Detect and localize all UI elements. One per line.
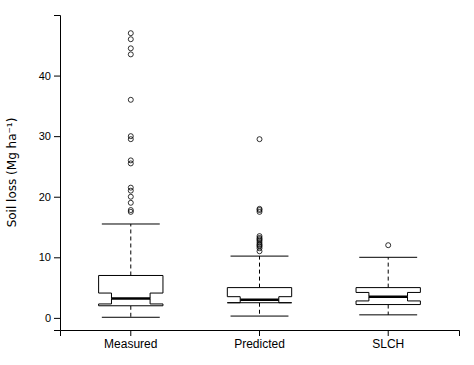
x-tick: Predicted (234, 330, 285, 351)
whisker-high (388, 257, 389, 287)
outlier (128, 200, 133, 205)
y-tick-mark (54, 136, 60, 137)
y-tick: 0 (45, 312, 60, 324)
whisker-high (259, 256, 260, 288)
outlier (386, 243, 391, 248)
x-tick-mark (130, 330, 131, 336)
outlier (128, 208, 133, 213)
y-tick-mark (54, 318, 60, 319)
x-tick-label: Measured (104, 337, 157, 351)
y-tick-label: 40 (39, 70, 51, 82)
x-axis-line (61, 331, 460, 337)
outlier (128, 52, 133, 57)
whisker-low (259, 303, 260, 316)
y-axis: 0 10 20 30 40 (39, 16, 61, 331)
cap-low (102, 317, 160, 318)
cap-low (231, 316, 289, 317)
x-axis: Measured Predicted SLCH (61, 330, 460, 351)
y-tick-label: 0 (45, 312, 51, 324)
box (227, 288, 291, 303)
x-tick-mark (388, 330, 389, 336)
median (240, 298, 279, 301)
y-tick-label: 30 (39, 130, 51, 142)
box (99, 275, 163, 305)
y-tick-label: 20 (39, 191, 51, 203)
outlier (128, 97, 133, 102)
x-tick: Measured (104, 330, 157, 351)
x-tick: SLCH (372, 330, 404, 351)
y-tick: 30 (39, 130, 60, 142)
outlier (128, 134, 133, 139)
y-axis-title: Soil loss (Mg ha⁻¹) (5, 118, 19, 228)
y-tick: 40 (39, 70, 60, 82)
plot: 0 10 20 30 40 Measured Predicted SLCH (39, 16, 460, 351)
box-group (227, 137, 291, 316)
outlier (257, 206, 262, 211)
y-tick-mark (54, 76, 60, 77)
x-tick-label: Predicted (234, 337, 285, 351)
cap-high (359, 257, 417, 258)
x-tick-label: SLCH (372, 337, 404, 351)
box (356, 288, 420, 305)
cap-high (231, 256, 289, 257)
x-tick-mark (259, 330, 260, 336)
outlier (128, 46, 133, 51)
outlier (128, 37, 133, 42)
whisker-low (388, 305, 389, 315)
y-axis-line (54, 16, 61, 331)
y-tick-label: 10 (39, 251, 51, 263)
outlier (257, 234, 262, 239)
outlier (128, 185, 133, 190)
cap-low (359, 314, 417, 315)
whisker-low (130, 306, 131, 318)
outlier (128, 31, 133, 36)
cap-high (102, 223, 160, 224)
y-tick-mark (54, 257, 60, 258)
box-group (99, 31, 163, 318)
outlier (257, 137, 262, 142)
box-group (356, 243, 420, 315)
y-tick: 20 (39, 191, 60, 203)
median (369, 295, 408, 298)
whisker-high (130, 224, 131, 275)
median (111, 297, 150, 300)
y-tick: 10 (39, 251, 60, 263)
marks (99, 31, 421, 318)
chart: 0 10 20 30 40 Measured Predicted SLCH Soil loss … (0, 0, 474, 365)
outlier (128, 194, 133, 199)
y-tick-mark (54, 197, 60, 198)
outlier (128, 158, 133, 163)
